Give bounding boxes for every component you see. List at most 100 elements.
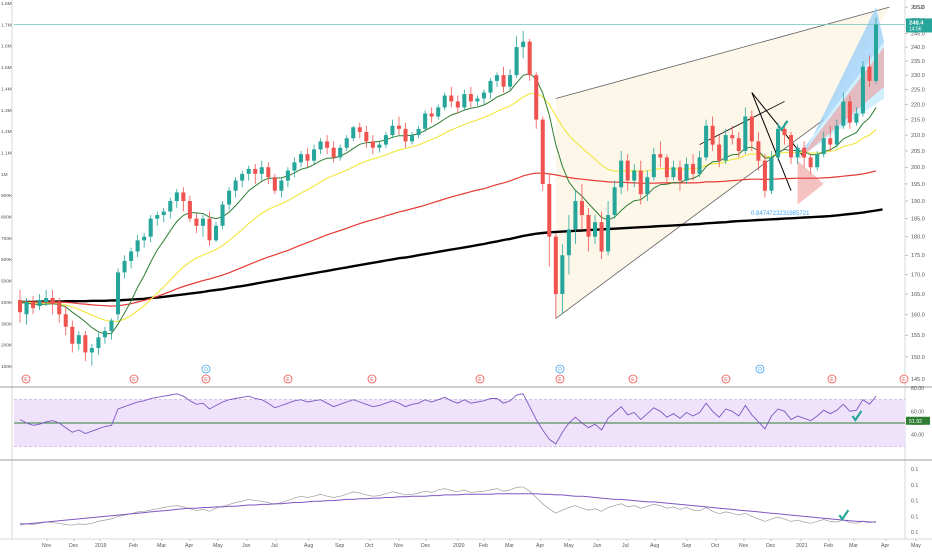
indicator-axis-label: 0.1 [911, 483, 918, 489]
unit-label: USD [913, 5, 925, 11]
candle-body [521, 41, 526, 48]
candle-body [671, 167, 676, 178]
candle-body [599, 222, 604, 252]
candle-body [70, 326, 75, 344]
volume-axis-label: 1.8M [1, 1, 12, 7]
time-axis-label: Oct [711, 543, 720, 549]
rsi-axis-label: 40.00 [911, 433, 924, 439]
rsi-axis-label: 80.00 [911, 386, 924, 392]
candle-body [488, 80, 493, 93]
candle-body [743, 116, 748, 151]
indicator-axis-label: 0.1 [911, 530, 918, 536]
candle-body [161, 211, 166, 216]
time-axis-label: Apr [536, 543, 544, 549]
volume-axis-label: 1.4M [1, 86, 12, 92]
time-axis-label: Oct [365, 543, 374, 549]
time-axis-label: Aug [650, 543, 659, 549]
volume-axis-label: 300K [1, 321, 13, 327]
candle-body [214, 225, 219, 241]
price-axis-label: 255.0 [911, 5, 925, 11]
rsi-check-icon [851, 410, 863, 422]
price-axis-label: 225.0 [911, 88, 925, 94]
price-axis-label: 245.0 [911, 32, 925, 38]
candle-body [651, 154, 656, 178]
price-axis-label: 185.0 [911, 217, 925, 223]
candle-body [96, 337, 101, 349]
candle-body [266, 167, 271, 178]
candle-body [220, 204, 225, 226]
candle-body [17, 300, 23, 313]
candle-body [645, 177, 650, 195]
candle-body [325, 141, 330, 148]
candle-body [697, 157, 702, 174]
event-marker-label: D [758, 367, 762, 373]
candle-body [704, 125, 709, 158]
candle-body [76, 335, 81, 344]
volume-axis-label: 600K [1, 257, 13, 263]
forecast-band-up [804, 7, 884, 155]
event-marker [628, 374, 638, 384]
time-axis-label: May [213, 543, 223, 549]
candle-body [815, 154, 820, 168]
last-price-value: 248.4 [909, 20, 924, 26]
event-marker-label: D [558, 367, 562, 373]
candle-body [194, 218, 199, 226]
candle-body [396, 125, 402, 129]
event-marker-label: E [830, 377, 834, 383]
time-axis-label: Jun [242, 543, 250, 549]
candle-body [854, 113, 859, 123]
volume-axis-label: 1.5M [1, 65, 12, 71]
candle-body [540, 119, 545, 184]
time-axis-label: Feb [824, 543, 833, 549]
candle-body [723, 135, 728, 161]
candle-body [527, 41, 532, 76]
volume-axis-label: 400K [1, 300, 13, 306]
ma-long-line [20, 208, 883, 304]
time-axis-label: May [911, 543, 921, 549]
candle-body [847, 101, 852, 123]
candle-body [606, 215, 611, 252]
candle-body [677, 167, 682, 181]
volume-axis-label: 1M [1, 172, 8, 178]
candle-body [625, 160, 630, 181]
candle-body [566, 229, 571, 256]
event-marker [755, 364, 765, 374]
price-axis-label: 215.0 [911, 118, 925, 124]
time-axis-label: Jul [622, 543, 629, 549]
candle-body [357, 127, 362, 132]
volume-axis-label: 100K [1, 364, 13, 370]
candle-body [821, 138, 826, 155]
candle-body [658, 154, 663, 158]
indicator-axis-label: 0.1 [911, 514, 918, 520]
event-marker [201, 364, 211, 374]
price-axis-label: 145.0 [911, 377, 925, 383]
candle-body [259, 167, 264, 174]
candle-body [436, 107, 441, 117]
time-axis-label: 2020 [453, 543, 465, 549]
candle-body [272, 177, 277, 191]
volume-axis-label: 1.1M [1, 150, 12, 156]
price-axis-label: 205.0 [911, 149, 925, 155]
candle-body [462, 94, 467, 108]
candle-body [860, 66, 865, 114]
candle-body [802, 147, 807, 158]
indicator-line [19, 486, 877, 526]
event-marker [475, 374, 485, 384]
candle-body [351, 127, 356, 139]
volume-axis-label: 900K [1, 193, 13, 199]
candle-body [338, 147, 343, 158]
price-axis-label: 155.0 [911, 333, 925, 339]
candle-body [449, 95, 454, 102]
time-axis-label: Mar [505, 543, 514, 549]
candle-body [730, 135, 735, 139]
ma-slow-line [20, 170, 877, 307]
candle-body [867, 66, 872, 81]
price-axis-label: 170.0 [911, 272, 925, 278]
candle-body [795, 147, 800, 158]
candle-body [187, 201, 192, 219]
candle-body [24, 302, 29, 315]
volume-axis-label: 800K [1, 215, 13, 221]
candle-body [318, 141, 323, 150]
